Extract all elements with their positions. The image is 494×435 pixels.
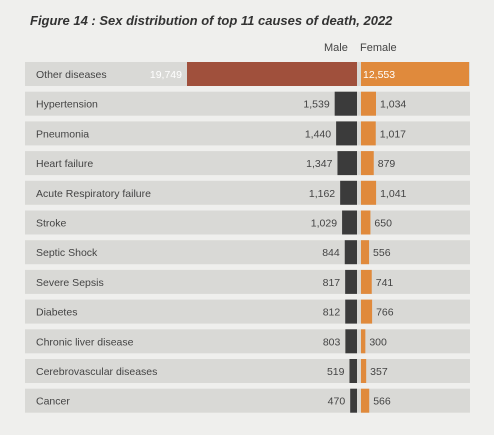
category-label: Acute Respiratory failure — [36, 188, 151, 200]
category-label: Septic Shock — [36, 247, 98, 259]
category-label: Chronic liver disease — [36, 336, 134, 348]
male-bar — [345, 329, 357, 354]
male-value-label: 470 — [328, 396, 346, 408]
category-label: Diabetes — [36, 307, 77, 319]
male-bar — [187, 62, 357, 86]
female-bar — [361, 180, 377, 205]
male-bar — [337, 151, 357, 176]
female-value-label: 741 — [376, 277, 394, 289]
male-bar — [350, 388, 357, 413]
male-bar — [345, 299, 357, 324]
row-background — [25, 329, 470, 354]
female-bar — [361, 151, 374, 176]
row-background — [25, 359, 470, 383]
female-bar — [361, 91, 376, 116]
female-bar — [361, 269, 372, 294]
female-bar — [361, 240, 370, 265]
category-label: Severe Sepsis — [36, 277, 104, 289]
male-value-label: 1,029 — [311, 218, 337, 230]
row-background — [25, 299, 470, 324]
male-bar — [336, 121, 357, 146]
male-value-label: 519 — [327, 366, 345, 378]
male-bar — [349, 359, 357, 383]
female-bar — [361, 329, 366, 354]
male-value-label: 844 — [322, 247, 340, 259]
male-value-label: 1,347 — [306, 158, 332, 170]
female-value-label: 1,034 — [380, 99, 406, 111]
category-label: Other diseases — [36, 69, 107, 81]
female-bar — [361, 299, 373, 324]
female-bar — [361, 359, 367, 383]
category-label: Pneumonia — [36, 128, 89, 140]
row-background — [25, 180, 470, 205]
female-value-label: 566 — [373, 396, 391, 408]
male-header: Male — [324, 42, 348, 54]
category-label: Cerebrovascular diseases — [36, 366, 157, 378]
male-value-label: 803 — [323, 336, 341, 348]
female-value-label: 300 — [369, 336, 387, 348]
row-background — [25, 121, 470, 146]
female-header: Female — [360, 42, 397, 54]
row-background — [25, 269, 470, 294]
male-value-label: 817 — [323, 277, 341, 289]
male-bar — [345, 269, 357, 294]
male-value-label: 19,749 — [150, 69, 182, 81]
category-label: Stroke — [36, 218, 67, 230]
row-background — [25, 240, 470, 265]
male-value-label: 1,539 — [303, 99, 329, 111]
female-bar — [361, 210, 371, 235]
female-value-label: 650 — [374, 218, 392, 230]
female-value-label: 12,553 — [363, 69, 395, 81]
row-background — [25, 91, 470, 116]
male-value-label: 1,440 — [305, 128, 331, 140]
male-bar — [344, 240, 357, 265]
category-label: Hypertension — [36, 99, 98, 111]
female-bar — [361, 121, 376, 146]
chart-title: Figure 14 : Sex distribution of top 11 c… — [30, 13, 393, 28]
male-bar — [334, 91, 357, 116]
male-bar — [342, 210, 357, 235]
female-value-label: 1,041 — [380, 188, 406, 200]
female-value-label: 357 — [370, 366, 388, 378]
female-value-label: 879 — [378, 158, 396, 170]
row-background — [25, 388, 470, 413]
row-background — [25, 151, 470, 176]
category-label: Heart failure — [36, 158, 93, 170]
female-value-label: 556 — [373, 247, 391, 259]
category-label: Cancer — [36, 396, 70, 408]
male-value-label: 1,162 — [309, 188, 335, 200]
male-value-label: 812 — [323, 307, 341, 319]
male-bar — [340, 180, 357, 205]
female-bar — [361, 388, 370, 413]
female-value-label: 1,017 — [380, 128, 406, 140]
row-background — [25, 210, 470, 235]
female-value-label: 766 — [376, 307, 394, 319]
female-bar — [361, 62, 469, 86]
